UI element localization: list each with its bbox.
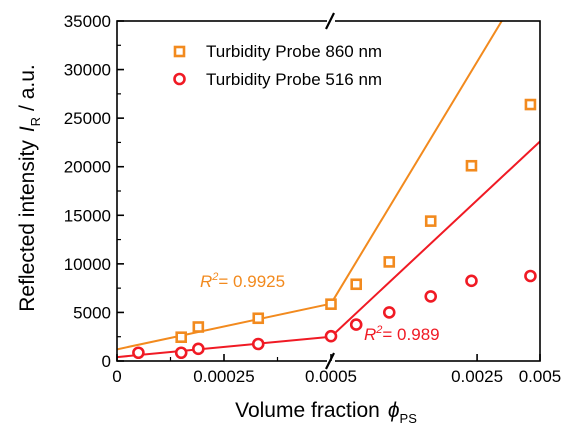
data-point-860-6	[383, 256, 396, 268]
y-tick-label: 5000	[73, 303, 111, 322]
data-point-860-9	[524, 98, 537, 111]
x-tick-label: 0.0025	[451, 367, 503, 386]
data-point-516-9	[465, 274, 478, 288]
x-axis-subscript: PS	[400, 411, 418, 426]
data-point-516-1	[132, 346, 145, 360]
data-point-860-8	[465, 159, 478, 172]
y-tick-label: 0	[102, 352, 111, 371]
y-tick-label: 35000	[64, 12, 111, 31]
legend-marker-860	[173, 45, 186, 58]
y-tick-label: 15000	[64, 206, 111, 225]
y-tick-label: 10000	[64, 255, 111, 274]
x-tick-label: 0.00025	[193, 367, 254, 386]
axis-break-slash	[325, 12, 335, 30]
data-point-516-2	[174, 346, 188, 360]
data-point-860-5	[350, 278, 362, 291]
legend-marker-516	[173, 72, 186, 86]
y-tick-label: 30000	[64, 61, 111, 80]
data-point-860-3	[252, 312, 265, 325]
data-point-860-2	[192, 321, 205, 333]
data-point-516-5	[324, 329, 338, 343]
y-axis-subscript: R	[28, 117, 43, 126]
fit-line-516-segment-1	[117, 335, 332, 359]
x-tick-label: 0.005	[519, 367, 562, 386]
y-axis-unit: / a.u.	[16, 64, 39, 111]
axis-break-slash	[325, 352, 335, 370]
legend: Turbidity Probe 860 nm Turbidity Probe 5…	[173, 42, 382, 89]
r2-exponent: 2	[375, 324, 382, 336]
data-point-860-4	[325, 298, 337, 310]
r2-annotation-860: R2= 0.9925	[200, 271, 285, 291]
data-point-516-10	[524, 269, 537, 283]
y-tick-label: 25000	[64, 109, 111, 128]
fit-lines	[117, 21, 540, 359]
fit-line-860-segment-2	[330, 21, 503, 305]
x-tick-label: 0	[112, 367, 121, 386]
fit-line-860-segment-1	[117, 302, 332, 351]
y-axis-title: Reflected intensity IR / a.u.	[16, 64, 43, 312]
x-axis-symbol: ϕ	[388, 399, 400, 422]
fit-line-516-segment-2	[330, 140, 540, 338]
y-axis-label: Reflected intensity	[16, 140, 39, 312]
data-point-860-7	[424, 215, 437, 227]
r2-symbol: R	[200, 272, 212, 291]
x-axis-title: Volume fraction ϕPS	[235, 399, 417, 426]
data-point-516-4	[251, 337, 265, 351]
data-point-860-1	[175, 331, 187, 344]
x-tick-label: 0.0005	[305, 367, 357, 386]
data-point-516-3	[192, 342, 205, 356]
r2-annotation-516: R2= 0.989	[364, 324, 440, 344]
y-tick-label: 20000	[64, 158, 111, 177]
x-axis-label: Volume fraction	[235, 399, 380, 422]
r2-exponent: 2	[211, 271, 218, 283]
axis-ticks: 0 5000 10000 15000 20000 25000 30000 35000 0 0.00…	[64, 12, 562, 386]
data-point-516-7	[382, 306, 396, 319]
data-markers	[132, 98, 537, 360]
data-point-516-6	[349, 318, 363, 331]
r2-symbol: R	[364, 325, 376, 344]
data-point-516-8	[424, 290, 438, 303]
y-axis-symbol: I	[16, 126, 39, 132]
x-axis-break	[325, 12, 335, 370]
legend-label-860: Turbidity Probe 860 nm	[206, 42, 382, 61]
legend-label-516: Turbidity Probe 516 nm	[206, 70, 382, 89]
r2-value-516: = 0.989	[382, 325, 439, 344]
r2-value-860: = 0.9925	[218, 272, 285, 291]
